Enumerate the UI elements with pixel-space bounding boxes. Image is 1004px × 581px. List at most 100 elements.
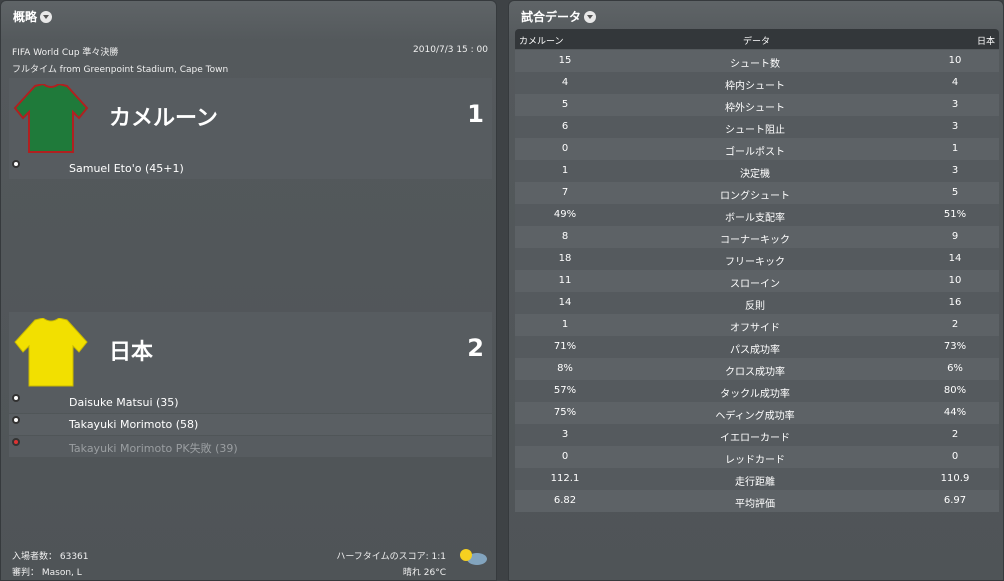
stat-label: ロングシュート <box>720 191 790 202</box>
home-score: 1 <box>467 100 484 128</box>
scorer-row: Takayuki Morimoto (58) <box>9 414 492 435</box>
match-datetime: 2010/7/3 15 : 00 <box>413 45 488 55</box>
stats-row: 8 コーナーキック 9 <box>515 226 999 248</box>
home-value: 5 <box>561 99 569 110</box>
away-value: 5 <box>951 187 959 198</box>
stat-label: シュート数 <box>730 59 780 70</box>
home-team-name: カメルーン <box>109 106 218 131</box>
panel-title: 試合データ <box>521 10 582 24</box>
stats-row: 18 フリーキック 14 <box>515 248 999 270</box>
stats-row: 71% パス成功率 73% <box>515 336 999 358</box>
stat-label: ヘディング成功率 <box>715 411 795 422</box>
stats-table-header: カメルーン データ 日本 <box>515 29 999 49</box>
home-value: 18 <box>558 253 572 264</box>
stats-row: 57% タックル成功率 80% <box>515 380 999 402</box>
home-value: 49% <box>553 209 577 220</box>
stats-header[interactable]: 試合データ <box>521 8 597 25</box>
stats-row: 112.1 走行距離 110.9 <box>515 468 999 490</box>
away-value: 4 <box>951 77 959 88</box>
home-value: 1 <box>561 165 569 176</box>
home-value: 3 <box>561 429 569 440</box>
stats-row: 5 枠外シュート 3 <box>515 94 999 116</box>
home-value: 15 <box>558 55 572 66</box>
stats-row: 6 シュート阻止 3 <box>515 116 999 138</box>
away-value: 0 <box>951 451 959 462</box>
attendance: 入場者数： 63361 <box>12 552 89 562</box>
stats-row: 49% ボール支配率 51% <box>515 204 999 226</box>
home-value: 11 <box>558 275 572 286</box>
stat-label: 決定機 <box>740 169 770 180</box>
stat-label: パス成功率 <box>730 345 780 356</box>
ball-icon <box>12 160 20 168</box>
home-value: 14 <box>558 297 572 308</box>
away-value: 9 <box>951 231 959 242</box>
ball-icon <box>12 394 20 402</box>
stats-row: 1 オフサイド 2 <box>515 314 999 336</box>
stats-row: 75% ヘディング成功率 44% <box>515 402 999 424</box>
ball-icon <box>12 416 20 424</box>
chevron-down-icon[interactable] <box>40 10 53 23</box>
stats-row: 0 ゴールポスト 1 <box>515 138 999 160</box>
stat-label: オフサイド <box>730 323 780 334</box>
home-value: 1 <box>561 319 569 330</box>
summary-panel: 概略 FIFA World Cup 準々決勝 2010/7/3 15 : 00 … <box>0 0 497 581</box>
venue: フルタイム from Greenpoint Stadium, Cape Town <box>12 65 229 75</box>
stat-label: ゴールポスト <box>725 147 785 158</box>
stat-label: シュート阻止 <box>725 125 785 136</box>
stat-label: コーナーキック <box>720 235 790 246</box>
stats-row: 14 反則 16 <box>515 292 999 314</box>
stats-row: 1 決定機 3 <box>515 160 999 182</box>
stat-label: クロス成功率 <box>725 367 785 378</box>
stat-label: スローイン <box>730 279 780 290</box>
stat-label: 枠外シュート <box>725 103 785 114</box>
home-value: 0 <box>561 451 569 462</box>
sun-cloud-icon <box>460 549 487 565</box>
summary-header[interactable]: 概略 <box>13 8 53 25</box>
away-team-name: 日本 <box>109 340 154 365</box>
away-value: 110.9 <box>940 473 970 484</box>
stats-panel: 試合データ カメルーン データ 日本 15 シュート数 10 4 枠内シュート 4 5 枠外シ… <box>508 0 1004 581</box>
stat-label: タックル成功率 <box>720 389 790 400</box>
home-value: 57% <box>553 385 577 396</box>
stat-label: ボール支配率 <box>725 213 785 224</box>
competition: FIFA World Cup 準々決勝 <box>12 48 119 58</box>
away-shirt-icon <box>14 318 88 387</box>
home-value: 7 <box>561 187 569 198</box>
away-value: 1 <box>951 143 959 154</box>
stat-label: レッドカード <box>725 455 785 466</box>
stats-row: 7 ロングシュート 5 <box>515 182 999 204</box>
home-value: 112.1 <box>550 473 580 484</box>
away-value: 51% <box>943 209 967 220</box>
away-value: 73% <box>943 341 967 352</box>
home-team: カメルーン 1 <box>9 78 492 158</box>
away-value: 2 <box>951 319 959 330</box>
stat-label: 反則 <box>745 301 765 312</box>
away-value: 3 <box>951 121 959 132</box>
stat-label: フリーキック <box>725 257 785 268</box>
missed-penalty-icon <box>12 438 20 446</box>
stats-row: 15 シュート数 10 <box>515 50 999 72</box>
scorer-row: Daisuke Matsui (35) <box>9 392 492 413</box>
away-score: 2 <box>467 334 484 362</box>
stat-label: イエローカード <box>720 433 790 444</box>
stats-row: 4 枠内シュート 4 <box>515 72 999 94</box>
stats-row: 8% クロス成功率 6% <box>515 358 999 380</box>
away-team: 日本 2 <box>9 312 492 392</box>
referee: 審判： Mason, L <box>12 568 82 578</box>
away-value: 80% <box>943 385 967 396</box>
away-value: 3 <box>951 165 959 176</box>
home-value: 75% <box>553 407 577 418</box>
stat-label: 走行距離 <box>735 477 775 488</box>
home-value: 6 <box>561 121 569 132</box>
away-value: 3 <box>951 99 959 110</box>
home-shirt-icon <box>13 84 89 153</box>
stats-row: 3 イエローカード 2 <box>515 424 999 446</box>
stat-label: 枠内シュート <box>725 81 785 92</box>
weather: 晴れ 26°C <box>402 568 446 578</box>
away-value: 10 <box>948 55 962 66</box>
away-value: 44% <box>943 407 967 418</box>
header-home: カメルーン <box>519 37 564 47</box>
halftime-score: ハーフタイムのスコア: 1:1 <box>336 552 446 562</box>
away-value: 14 <box>948 253 962 264</box>
chevron-down-icon[interactable] <box>584 10 597 23</box>
